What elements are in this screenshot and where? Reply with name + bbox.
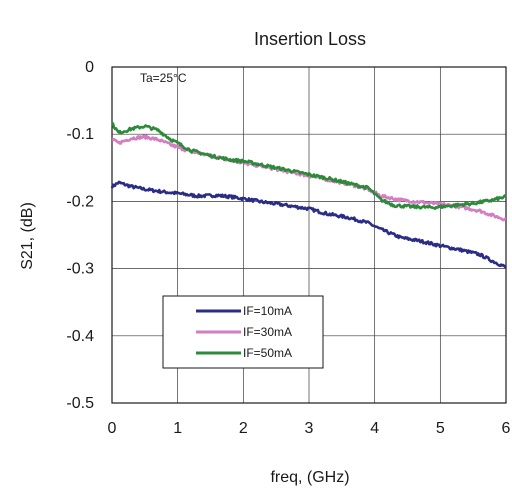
plot-frame xyxy=(111,66,507,404)
x-tick-label: 2 xyxy=(239,420,248,437)
series-line-3 xyxy=(110,122,507,210)
annotation-temperature: Ta=25°C xyxy=(140,71,187,85)
tick-labels: 0 1 2 3 4 5 6 0 -0.1 -0.2 -0.3 -0.4 -0.5 xyxy=(66,59,510,437)
y-axis-label: S21, (dB) xyxy=(19,202,36,270)
series-lines xyxy=(110,122,507,269)
y-tick-label: -0.2 xyxy=(66,193,94,210)
y-tick-label: -0.3 xyxy=(66,261,94,278)
x-tick-label: 0 xyxy=(108,420,117,437)
y-tick-label: 0 xyxy=(85,59,94,76)
y-tick-label: -0.4 xyxy=(66,328,94,345)
x-tick-label: 5 xyxy=(436,420,445,437)
series-line-1 xyxy=(110,180,507,269)
y-tick-label: -0.1 xyxy=(66,126,94,143)
chart-title: Insertion Loss xyxy=(254,29,366,49)
x-tick-label: 1 xyxy=(173,420,182,437)
legend-label: IF=10mA xyxy=(243,304,292,318)
x-tick-label: 4 xyxy=(370,420,379,437)
legend-label: IF=50mA xyxy=(243,346,292,360)
legend-label: IF=30mA xyxy=(243,325,292,339)
x-axis-label: freq, (GHz) xyxy=(270,469,349,486)
x-tick-label: 6 xyxy=(502,420,511,437)
legend-box xyxy=(162,295,324,369)
legend: IF=10mA IF=30mA IF=50mA xyxy=(162,295,324,369)
y-tick-label: -0.5 xyxy=(66,395,94,412)
x-tick-label: 3 xyxy=(305,420,314,437)
series-line-2 xyxy=(111,134,507,222)
